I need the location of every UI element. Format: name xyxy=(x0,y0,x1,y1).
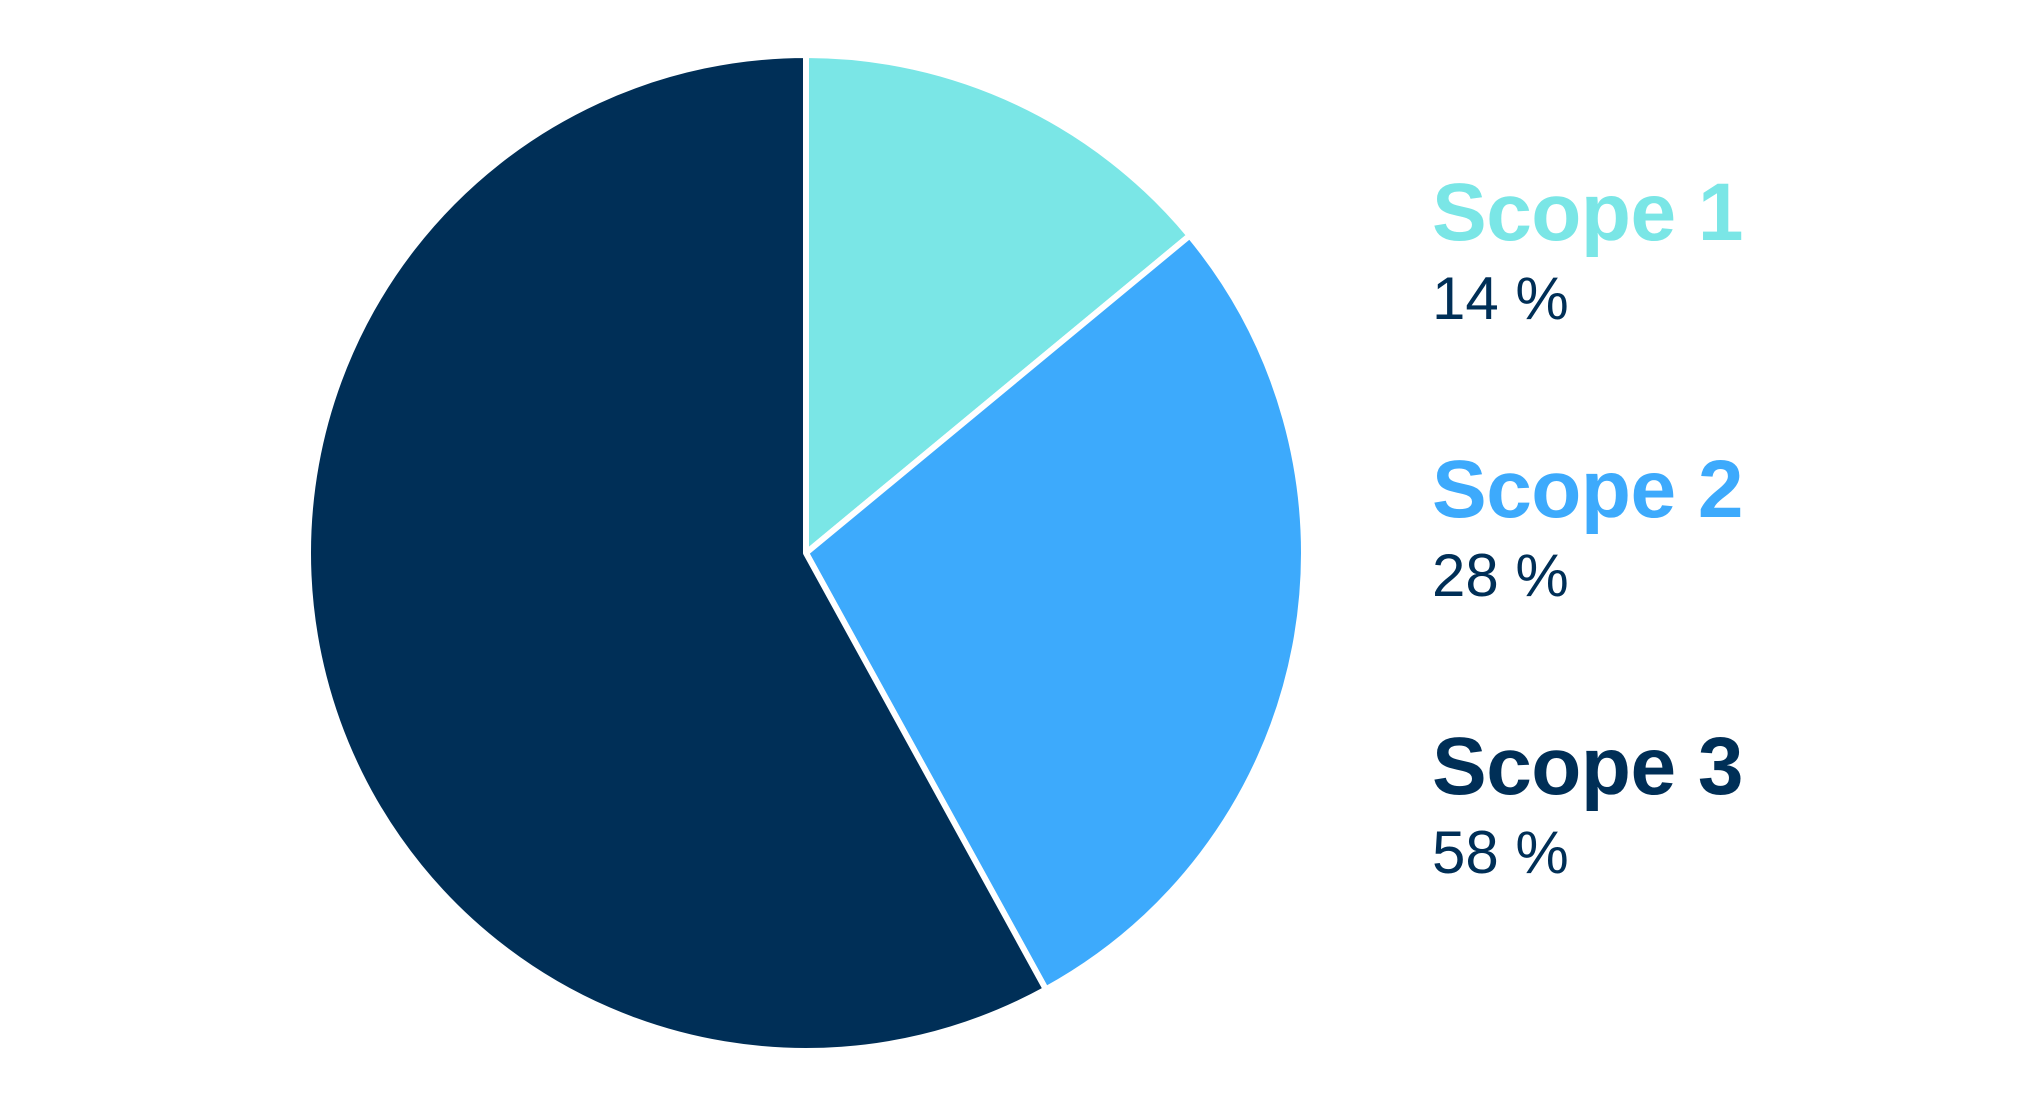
legend-item-scope-3: Scope 3 58 % xyxy=(1432,719,1952,889)
legend-label: Scope 3 xyxy=(1432,721,1743,812)
legend-value: 58 % xyxy=(1432,819,1569,886)
pie-slice-scope-1 xyxy=(803,52,1193,556)
legend-item-scope-2: Scope 2 28 % xyxy=(1432,442,1952,612)
legend-value: 28 % xyxy=(1432,542,1569,609)
legend-label: Scope 2 xyxy=(1432,444,1743,535)
pie-slice-scope-2 xyxy=(803,232,1307,993)
legend-value: 14 % xyxy=(1432,265,1569,332)
legend-label: Scope 1 xyxy=(1432,167,1743,258)
legend-item-scope-1: Scope 1 14 % xyxy=(1432,165,1952,335)
pie-slice-scope-3 xyxy=(305,52,1049,1054)
